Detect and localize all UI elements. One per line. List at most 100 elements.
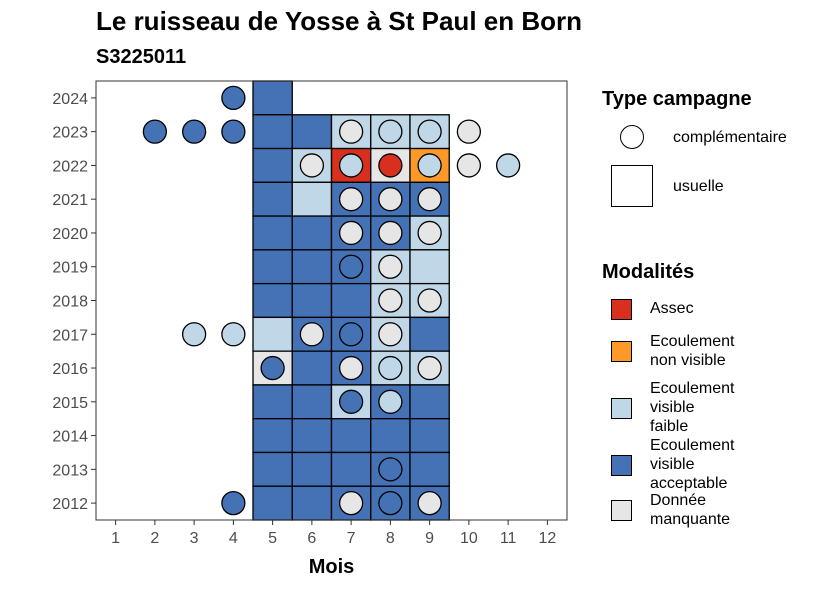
complementaire-point-2016-9 [417,355,442,381]
usuelle-cell-2023-6 [291,114,333,150]
legend-label-ecoulement_visible_faible: faible [650,418,689,435]
legend-label-ecoulement_non_visible: Ecoulement [650,333,735,350]
usuelle-cell-2015-5 [252,384,293,420]
complementaire-point-2023-4 [221,119,246,144]
usuelle-cell-2018-5 [252,282,293,319]
y-tick-label: 2022 [52,158,88,175]
x-tick-label: 6 [307,530,316,547]
usuelle-cell-2014-5 [252,418,293,454]
complementaire-point-2012-9 [417,490,442,516]
legend-label-ecoulement_visible_acceptable: Ecoulement [650,437,735,454]
complementaire-point-2016-7 [338,355,364,381]
usuelle-cell-2012-6 [291,485,333,521]
y-tick-label: 2023 [52,125,88,142]
usuelle-cell-2018-7 [330,282,372,319]
usuelle-cell-2018-6 [291,282,333,319]
complementaire-point-2012-8 [378,490,403,516]
y-tick-label: 2019 [52,260,88,277]
y-tick-label: 2020 [52,226,88,243]
legend-label-donnee_manquante: Donnée [650,492,707,509]
legend-label-usuelle: usuelle [673,178,724,195]
complementaire-point-2015-8 [378,389,403,414]
usuelle-cell-2016-6 [291,350,333,386]
usuelle-cell-2019-5 [252,249,293,285]
complementaire-point-2023-7 [338,119,364,144]
x-tick-label: 5 [268,530,277,547]
legend-circle-key [620,125,644,149]
x-tick-label: 2 [150,530,159,547]
legend-label-complementaire: complémentaire [673,129,787,146]
legend-modalites-title: Modalités [602,261,695,283]
legend-label-ecoulement_visible_faible: visible [650,399,695,416]
usuelle-cell-2015-9 [409,384,450,420]
complementaire-point-2019-7 [338,254,364,279]
complementaire-point-2017-4 [221,322,246,347]
legend-key-ecoulement_visible_faible [611,397,632,419]
complementaire-point-2013-8 [378,457,403,482]
y-tick-label: 2024 [52,91,88,108]
usuelle-cell-2013-7 [330,451,372,487]
complementaire-point-2016-5 [260,355,285,381]
legend-label-ecoulement_non_visible: non visible [650,352,726,369]
usuelle-cell-2014-6 [291,418,333,454]
x-tick-label: 9 [425,530,434,547]
complementaire-point-2022-7 [338,153,364,178]
x-tick-label: 4 [229,530,238,547]
complementaire-point-2020-9 [417,220,442,246]
y-tick-label: 2016 [52,361,88,378]
usuelle-cell-2013-6 [291,451,333,487]
usuelle-cell-2014-9 [409,418,450,454]
usuelle-cell-2013-5 [252,451,293,487]
y-tick-label: 2015 [52,395,88,412]
complementaire-point-2021-8 [378,187,403,212]
x-axis-ticks: 1 2 3 4 5 6 7 8 9 10 11 12 [111,520,556,547]
usuelle-cell-2021-6 [291,181,333,217]
complementaire-point-2022-8 [378,153,403,178]
complementaire-point-2015-7 [338,389,364,414]
x-axis-title: Mois [309,556,355,578]
complementaire-point-2018-8 [378,288,403,313]
complementaire-point-2017-7 [338,322,364,347]
complementaire-point-2017-3 [181,322,207,347]
complementaire-point-2017-8 [378,322,403,347]
usuelle-cell-2020-5 [252,215,293,251]
complementaire-point-2023-3 [181,119,207,144]
usuelle-cell-2020-6 [291,215,333,251]
complementaire-point-2022-11 [495,153,521,178]
usuelle-cell-2021-5 [252,181,293,217]
complementaire-point-2012-7 [338,490,364,516]
usuelle-cell-2014-7 [330,418,372,454]
legend-label-assec: Assec [650,300,694,317]
complementaire-point-2017-6 [299,322,325,347]
chart-subtitle: S3225011 [96,46,187,68]
complementaire-point-2019-8 [378,254,403,279]
usuelle-cell-2015-6 [291,384,333,420]
y-tick-label: 2018 [52,294,88,311]
usuelle-cell-2019-9 [409,249,450,285]
usuelle-cells [252,80,450,521]
usuelle-cell-2014-8 [370,418,411,454]
complementaire-point-2016-8 [378,355,403,381]
y-tick-label: 2017 [52,327,88,344]
complementaire-point-2020-7 [338,220,364,246]
y-axis-ticks: 2012 2013 2014 2015 2016 2017 2018 2019 2020 2021… [52,91,96,513]
legend-square-key [611,165,653,207]
usuelle-cell-2019-6 [291,249,333,285]
usuelle-cell-2017-9 [409,316,450,352]
x-tick-label: 8 [386,530,395,547]
usuelle-cell-2022-5 [252,147,293,183]
legend-label-donnee_manquante: manquante [650,511,731,528]
legend-label-ecoulement_visible_acceptable: visible [650,456,695,473]
legend-key-ecoulement_non_visible [611,341,632,362]
usuelle-cell-2012-5 [252,485,293,521]
legend-type-title: Type campagne [602,88,752,110]
chart-title: Le ruisseau de Yosse à St Paul en Born [96,6,582,36]
y-tick-label: 2014 [52,429,88,446]
complementaire-point-2023-8 [378,119,403,144]
legend-key-ecoulement_visible_acceptable [611,454,632,476]
complementaire-point-2021-7 [338,187,364,212]
x-tick-label: 3 [190,530,199,547]
complementaire-point-2022-10 [456,153,482,178]
complementaire-point-2023-2 [142,119,168,144]
